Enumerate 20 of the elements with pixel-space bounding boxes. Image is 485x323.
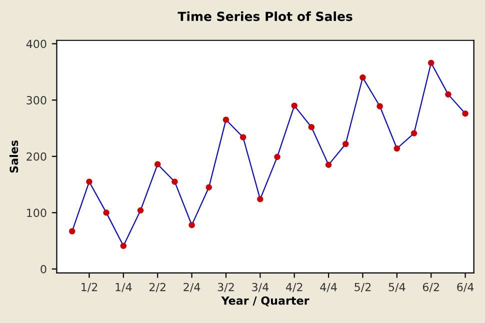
x-tick-label: 3/4 — [252, 282, 268, 292]
y-axis-title: Sales — [10, 140, 18, 173]
y-tick-label: 400 — [26, 40, 46, 48]
x-tick-label: 2/4 — [184, 282, 200, 292]
y-tick-label: 0 — [40, 264, 46, 274]
x-tick-label: 4/2 — [286, 282, 302, 292]
y-tick-label: 200 — [26, 152, 46, 161]
x-tick-label: 2/2 — [149, 282, 166, 292]
x-tick-label: 3/2 — [218, 282, 234, 292]
x-axis-title: Year / Quarter — [221, 296, 310, 306]
y-tick-label: 300 — [26, 96, 46, 104]
x-tick-label: 1/2 — [82, 282, 98, 292]
x-tick-label: 6/4 — [457, 282, 474, 292]
y-tick-label: 100 — [27, 208, 46, 218]
x-tick-label: 5/2 — [354, 282, 371, 292]
x-tick-label: 4/4 — [320, 283, 337, 292]
x-tick-label: 1/4 — [116, 283, 132, 292]
chart-title: Time Series Plot of Sales — [178, 11, 352, 22]
x-tick-label: 6/2 — [422, 282, 439, 292]
x-tick-label: 5/4 — [388, 283, 406, 292]
